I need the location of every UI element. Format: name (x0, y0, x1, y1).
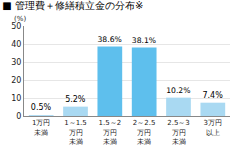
svg-text:0.5%: 0.5% (31, 103, 52, 112)
svg-text:7.4%: 7.4% (202, 91, 223, 100)
svg-text:3万円以上: 3万円以上 (204, 119, 222, 136)
svg-text:1～1.5万円未満: 1～1.5万円未満 (64, 119, 87, 145)
svg-text:(%): (%) (14, 15, 26, 23)
svg-text:50: 50 (11, 22, 21, 31)
svg-text:38.6%: 38.6% (97, 35, 121, 44)
svg-text:20: 20 (11, 76, 21, 85)
svg-text:■ 管理費＋修繕積立金の分布※: ■ 管理費＋修繕積立金の分布※ (2, 0, 143, 11)
svg-text:1.5～2万円未満: 1.5～2万円未満 (99, 119, 122, 145)
svg-text:0: 0 (16, 112, 21, 121)
svg-text:10: 10 (11, 94, 21, 103)
svg-text:30: 30 (11, 58, 21, 67)
svg-text:10.2%: 10.2% (166, 86, 190, 95)
svg-text:2.5～3万円未満: 2.5～3万円未満 (167, 119, 190, 145)
svg-text:40: 40 (11, 40, 21, 49)
svg-text:5.2%: 5.2% (65, 95, 86, 104)
svg-text:1万円未満: 1万円未満 (32, 119, 50, 136)
svg-text:2～2.5万円未満: 2～2.5万円未満 (133, 119, 156, 145)
svg-text:38.1%: 38.1% (132, 36, 156, 45)
